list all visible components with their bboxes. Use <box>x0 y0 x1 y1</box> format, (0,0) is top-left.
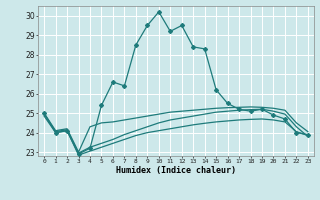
X-axis label: Humidex (Indice chaleur): Humidex (Indice chaleur) <box>116 166 236 175</box>
